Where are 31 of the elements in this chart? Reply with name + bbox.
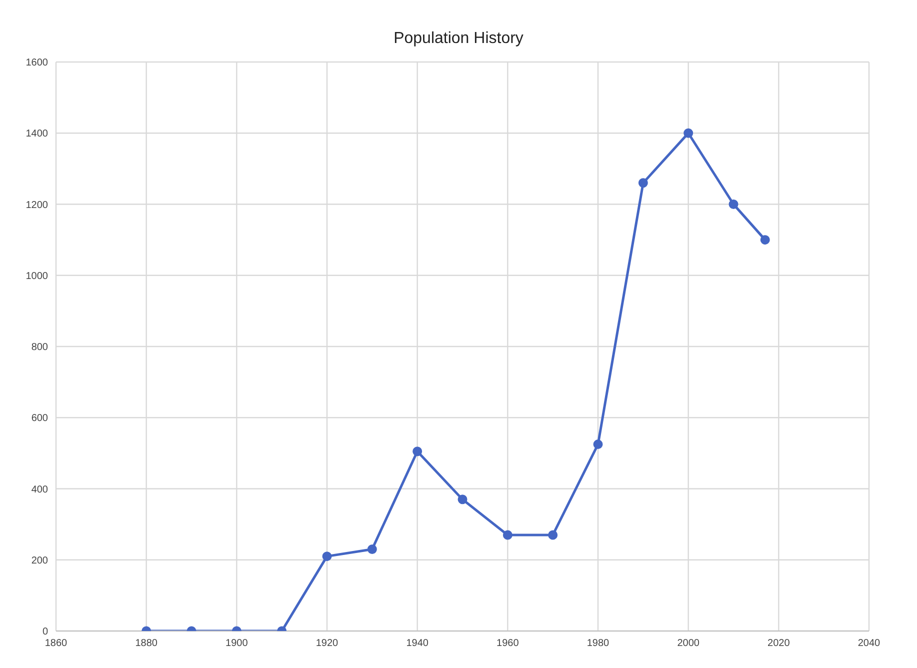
point <box>458 494 468 504</box>
x-tick-label: 1940 <box>406 638 429 650</box>
y-tick-label: 600 <box>31 413 48 424</box>
y-tick-label: 1200 <box>26 200 48 211</box>
point <box>760 235 770 245</box>
point <box>548 530 558 540</box>
y-tick-label: 0 <box>42 626 48 638</box>
x-tick-label: 1880 <box>135 638 158 650</box>
x-tick-label: 1860 <box>44 638 68 650</box>
x-tick-label: 2020 <box>768 638 790 650</box>
y-tick-label: 1000 <box>26 270 48 282</box>
x-tick-label: 1920 <box>316 638 339 650</box>
x-tick-label: 2000 <box>677 638 700 650</box>
x-tick-label: 1900 <box>226 638 248 650</box>
point <box>412 446 422 456</box>
x-tick-label: 2040 <box>858 638 881 650</box>
point <box>502 530 512 540</box>
y-tick-label: 200 <box>31 555 48 566</box>
point <box>593 440 603 450</box>
y-tick-label: 800 <box>31 342 48 354</box>
y-tick-label: 1400 <box>26 128 48 140</box>
y-tick-label: 400 <box>31 484 48 496</box>
point <box>322 552 332 562</box>
chart-title: Population History <box>392 29 524 49</box>
point <box>684 128 694 138</box>
y-tick-label: 1600 <box>26 58 48 69</box>
point <box>638 178 648 188</box>
x-tick-label: 1960 <box>496 638 520 650</box>
x-tick-label: 1980 <box>586 638 610 650</box>
point <box>728 200 738 209</box>
point <box>367 544 377 554</box>
